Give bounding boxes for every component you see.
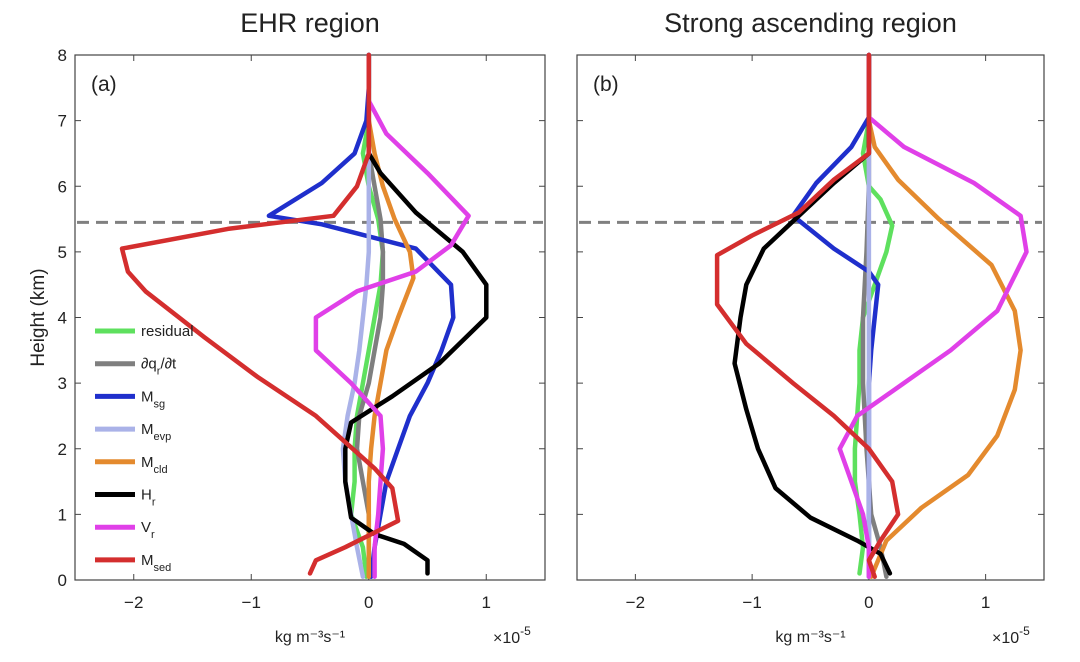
x-tick-label: 1 <box>482 593 491 612</box>
legend-label: Msed <box>141 552 171 574</box>
legend-label: residual <box>141 323 194 340</box>
y-axis-label: Height (km) <box>28 268 49 366</box>
series-line-residual <box>348 52 386 579</box>
x-tick-label: 0 <box>864 593 873 612</box>
legend-label: Mevp <box>141 421 171 443</box>
panel-a: EHR region −2 −1 0 1 0 1 2 3 4 5 6 7 8 Height (km) kg m… <box>28 8 546 647</box>
x-tick-label: 1 <box>981 593 990 612</box>
series-line-v-r <box>313 52 471 579</box>
y-tick-label: 7 <box>58 112 67 131</box>
legend-label: Msg <box>141 388 165 410</box>
series-line-v-r <box>837 52 1029 579</box>
series-line-m-sed <box>119 52 401 576</box>
series-line-m-cld <box>866 52 1023 579</box>
x-axis-label: kg m⁻³s⁻¹ <box>775 629 845 646</box>
legend-label: Vr <box>141 519 155 541</box>
x-tick-label: −1 <box>742 593 761 612</box>
legend-label: ∂qr/∂t <box>141 356 177 378</box>
x-multiplier: ×10-5 <box>493 624 531 647</box>
x-tick-label: −2 <box>124 593 143 612</box>
legend-item: Mcld <box>95 454 168 476</box>
legend-item: Msg <box>95 388 165 410</box>
legend-label: Hr <box>141 487 156 509</box>
x-tick-label: −2 <box>626 593 645 612</box>
y-tick-label: 8 <box>58 46 67 65</box>
legend-item: Mevp <box>95 421 171 443</box>
panel-label: (a) <box>91 73 117 96</box>
series-line-m-sed <box>714 52 901 579</box>
x-tick-label: 0 <box>364 593 373 612</box>
series-line-h-r <box>343 52 489 576</box>
panel-label: (b) <box>593 73 619 96</box>
series-line-m-sg <box>266 52 456 579</box>
x-tick-label: −1 <box>242 593 261 612</box>
legend-item: Hr <box>95 487 156 509</box>
y-tick-label: 6 <box>58 177 67 196</box>
chart-title: EHR region <box>240 8 380 38</box>
y-tick-label: 0 <box>58 571 67 590</box>
legend-item: Vr <box>95 519 155 541</box>
legend-item: Msed <box>95 552 171 574</box>
legend: residual ∂qr/∂t Msg Mevp Mcld Hr Vr Msed <box>95 323 194 574</box>
plot-frame <box>576 54 1045 581</box>
legend-item: residual <box>95 323 194 340</box>
y-tick-label: 1 <box>58 505 67 524</box>
legend-label: Mcld <box>141 454 168 476</box>
chart-title: Strong ascending region <box>664 8 957 38</box>
legend-item: ∂qr/∂t <box>95 356 177 378</box>
y-tick-label: 4 <box>58 309 67 328</box>
panel-b: Strong ascending region −2 −1 0 1 kg m⁻³s⁻¹ ×1… <box>576 8 1045 647</box>
y-tick-label: 2 <box>58 440 67 459</box>
y-tick-label: 3 <box>58 374 67 393</box>
x-multiplier: ×10-5 <box>992 624 1030 647</box>
x-axis-label: kg m⁻³s⁻¹ <box>275 629 345 646</box>
y-tick-label: 5 <box>58 243 67 262</box>
